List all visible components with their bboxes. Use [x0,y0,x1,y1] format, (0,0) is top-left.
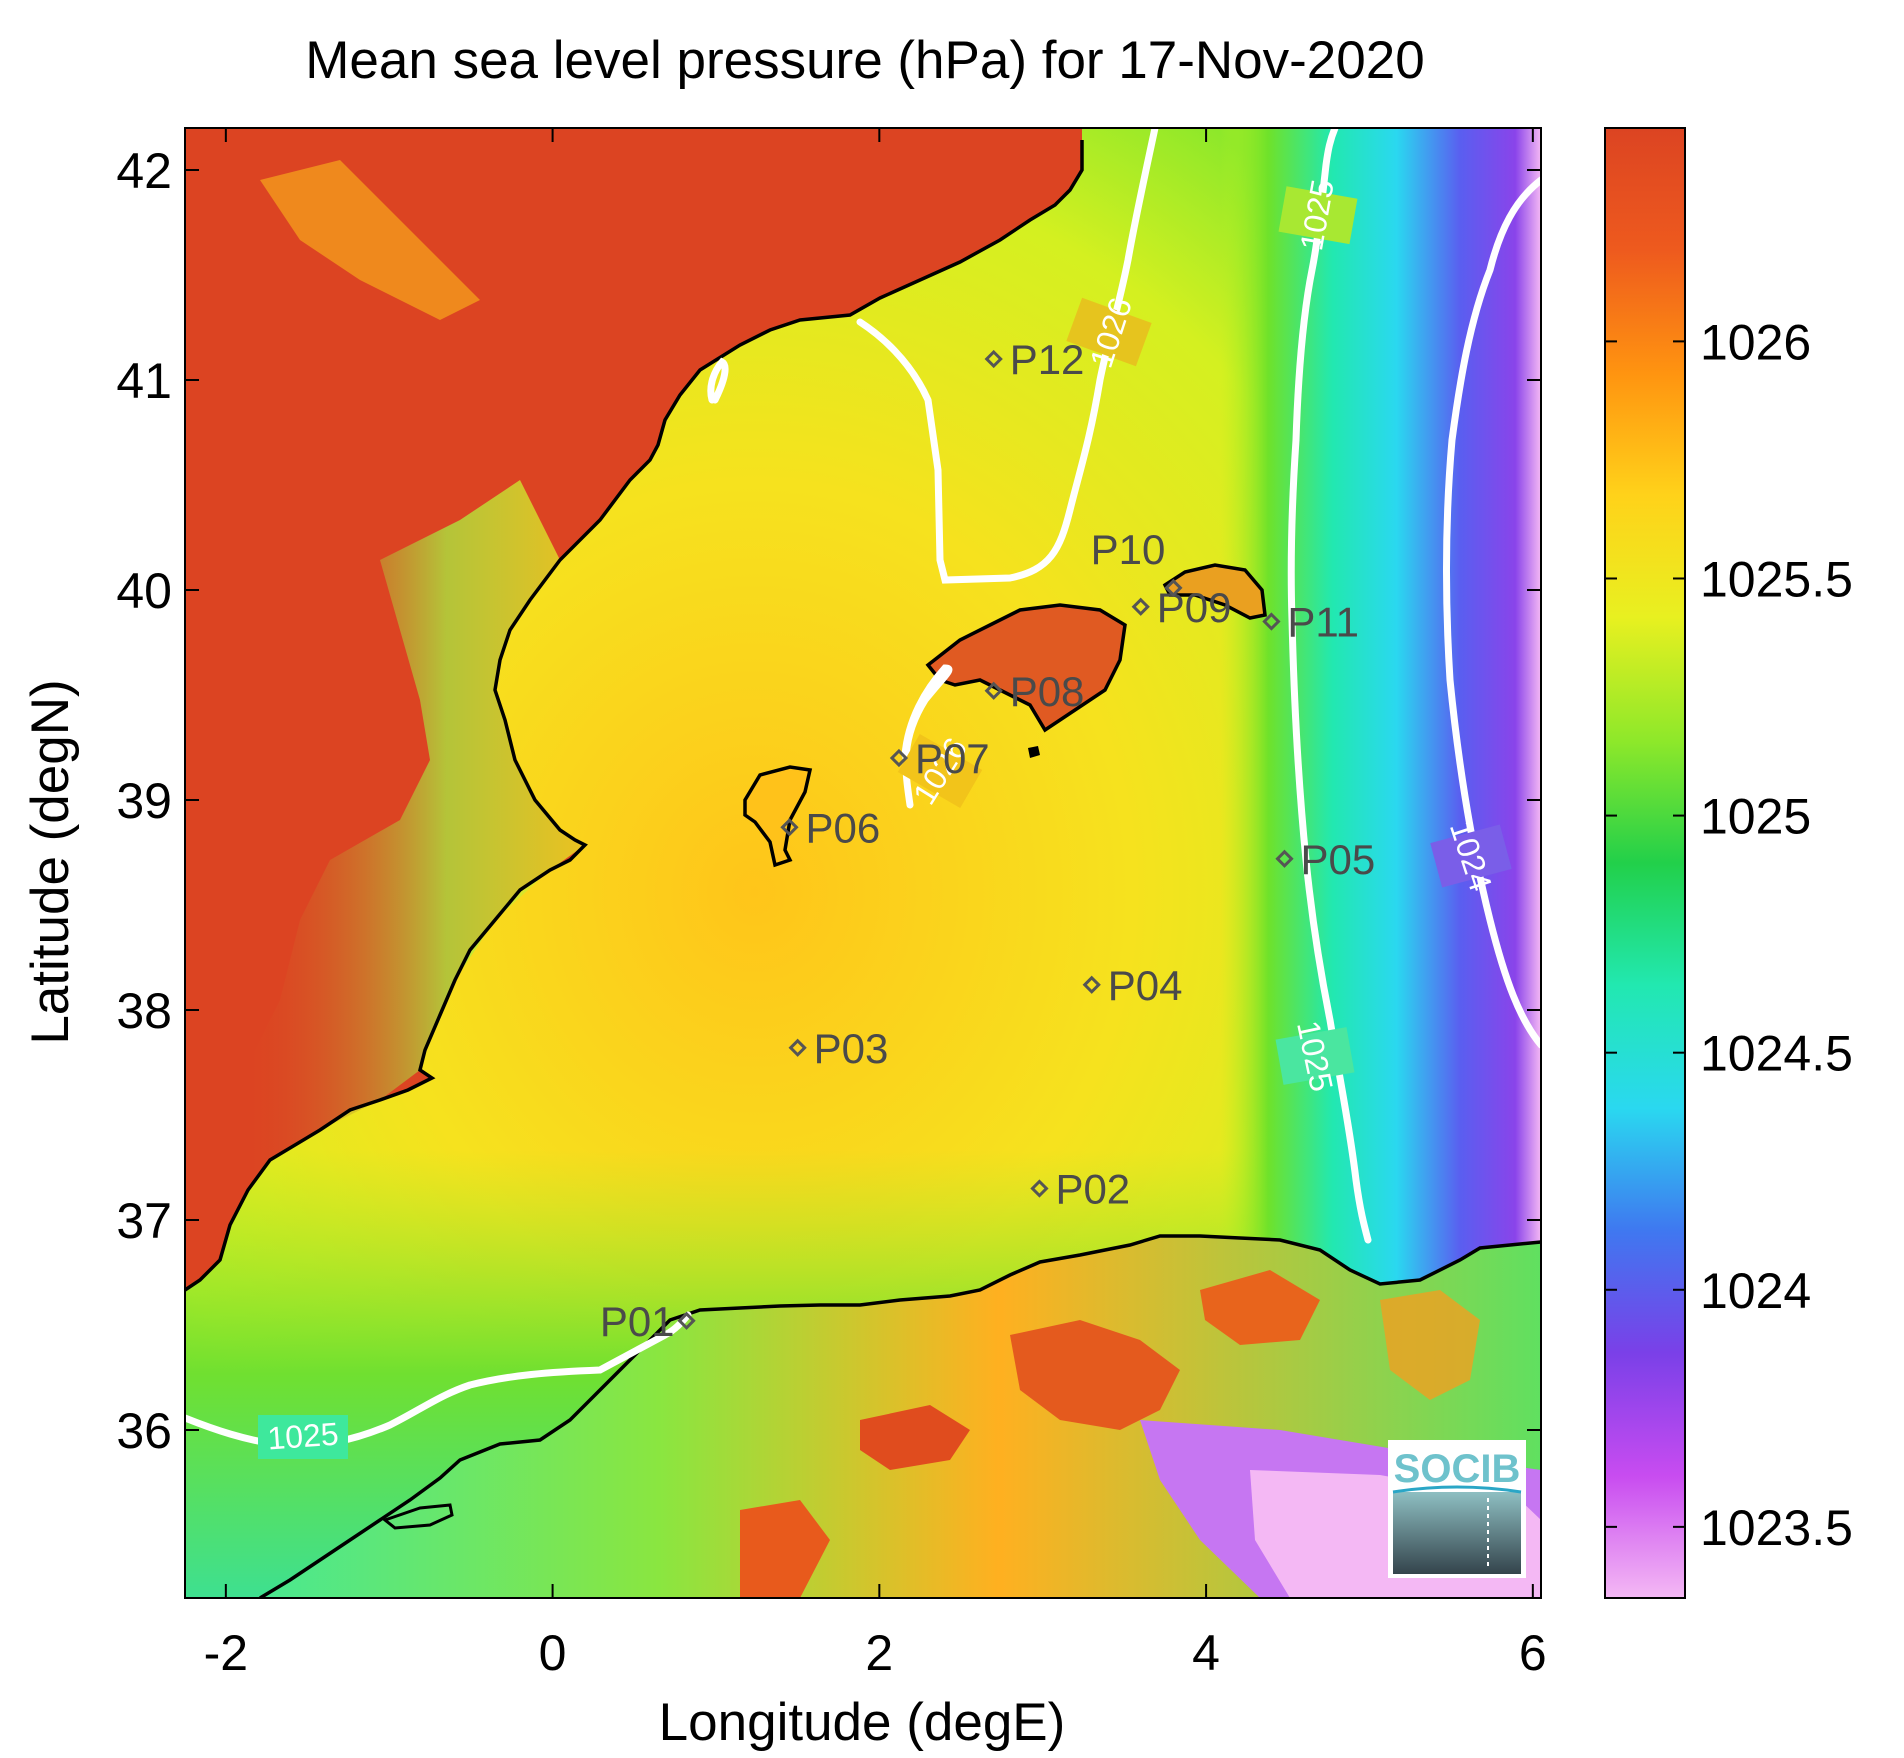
station-marker-icon [1262,612,1281,631]
station-marker-icon [984,349,1003,369]
isobar-1026-north [856,128,1159,584]
x-axis-label: Longitude (degE) [659,1693,1066,1752]
station-p06: P06 [780,804,880,851]
colorbar-tick-label: 1023.5 [1700,1500,1853,1556]
station-marker-icon [1275,849,1294,868]
station-label: P10 [1091,526,1166,573]
africa-coastline [259,1234,1541,1598]
isobar-1024 [1442,176,1541,1049]
y-axis: 42 41 40 39 38 37 36 [116,143,1541,1459]
isobar-1025-east [1287,128,1372,1244]
contour-label-bg-6 [897,733,983,809]
plot-title: Mean sea level pressure (hPa) for 17-Nov… [305,31,1424,90]
colorbar: 1026 1025.5 1025 1024.5 1024 1023.5 [1604,127,1853,1599]
socib-logo-text: SOCIB [1394,1447,1521,1491]
station-label: P08 [1010,668,1085,715]
colorbar-tick-label: 1024 [1700,1263,1811,1319]
contour-label-bg-4 [1430,824,1512,888]
x-tick-label: 4 [1192,1625,1220,1681]
mallorca-island [925,603,1127,733]
africa-lake-outline [381,1503,454,1530]
station-p05: P05 [1275,836,1376,883]
station-p12: P12 [984,336,1085,383]
station-marker-icon [788,1038,807,1057]
station-marker-icon [984,681,1003,700]
africa-highland-orange-3 [1200,1270,1320,1345]
contour-label-bg-5 [258,1415,348,1459]
isobar-1026-small [707,357,729,404]
station-p02: P02 [1030,1166,1130,1213]
x-tick-label: 6 [1519,1625,1547,1681]
plot-frame [184,127,1542,1599]
station-marker-icon [1030,1179,1049,1198]
station-label: P05 [1301,836,1376,883]
iberia-coastline [185,140,1084,1292]
contour-label-bg-1 [1066,297,1152,367]
station-label: P04 [1108,962,1183,1009]
ibiza-island [743,765,813,868]
station-marker-icon [780,818,799,837]
station-p04: P04 [1082,962,1183,1009]
iberia-highland-patch [260,160,480,320]
station-p10: P10 [1091,526,1183,598]
x-axis: -2 0 2 4 6 [204,128,1547,1681]
socib-logo-background [1393,1492,1521,1574]
station-p07: P07 [889,735,990,782]
x-tick-label: 0 [539,1625,567,1681]
cabrera-island [1028,746,1040,758]
station-label: P12 [1010,336,1085,383]
africa-highland-orange-4 [740,1500,830,1598]
station-label: P11 [1287,599,1359,646]
contour-label-1025-south: 1025 [266,1416,340,1457]
station-p08: P08 [984,668,1085,715]
colorbar-tick-label: 1025 [1700,789,1811,845]
station-marker-icon [677,1311,696,1330]
station-p01: P01 [600,1298,696,1345]
y-axis-label: Latitude (degN) [21,679,80,1044]
colorbar-tick-label: 1025.5 [1700,551,1853,607]
contour-label-bg-3 [1275,1027,1355,1085]
map-area: 1026 1025 1025 1024 1025 1026 P01 P02 P03 P… [185,128,1541,1598]
colorbar-tick-label: 1026 [1700,314,1811,370]
colorbar-gradient [1604,127,1686,1599]
africa-highland-orange-1 [1010,1320,1180,1430]
x-tick-label: 2 [865,1625,893,1681]
y-tick-label: 36 [116,1403,172,1459]
socib-logo: SOCIB [1388,1440,1526,1578]
colorbar-ticks: 1026 1025.5 1025 1024.5 1024 1023.5 [1605,314,1853,1556]
colorbar-tick-label: 1024.5 [1700,1026,1853,1082]
station-label: P02 [1055,1166,1130,1213]
station-p11: P11 [1262,599,1359,646]
socib-logo-wave [1392,1485,1522,1494]
y-tick-label: 37 [116,1193,172,1249]
contour-labels: 1026 1025 1025 1024 1025 1026 [258,177,1512,1459]
station-marker-icon [1164,578,1183,598]
africa-highland-orange-5 [1380,1290,1480,1400]
y-tick-label: 41 [116,353,172,409]
x-tick-label: -2 [204,1625,248,1681]
station-marker-icon [889,748,909,768]
station-marker-icon [1131,597,1150,616]
y-tick-label: 40 [116,563,172,619]
station-label: P01 [600,1298,675,1345]
y-tick-label: 38 [116,983,172,1039]
africa-highland-orange-2 [860,1405,970,1470]
station-label: P06 [805,804,880,851]
y-tick-label: 39 [116,773,172,829]
station-marker-icon [1082,975,1101,994]
contour-label-bg-2 [1278,186,1358,245]
station-p03: P03 [788,1025,889,1072]
station-label: P03 [814,1025,889,1072]
y-tick-label: 42 [116,143,172,199]
menorca-island [1162,563,1267,620]
station-label: P07 [915,735,990,782]
